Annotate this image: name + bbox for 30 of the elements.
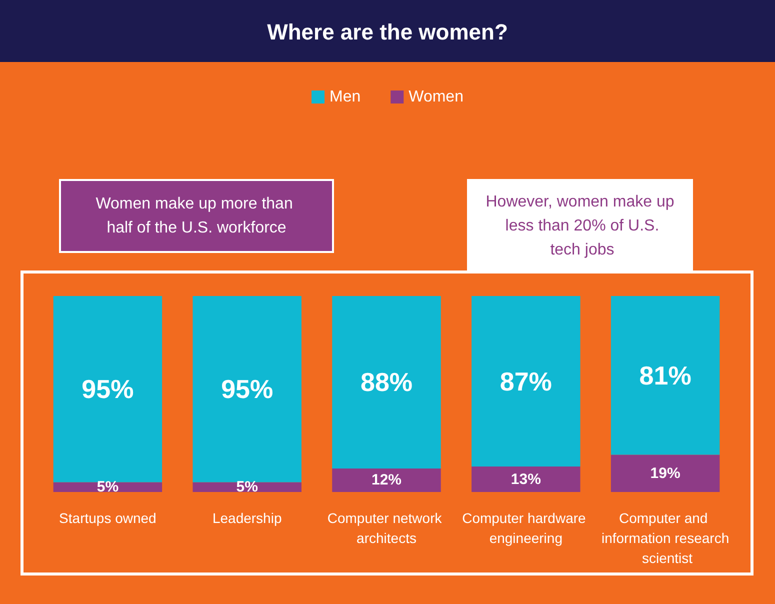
bar — [610, 454, 720, 492]
bar — [472, 466, 580, 492]
text: However, women make up less than 20% of U.S. tech jobs — [486, 194, 674, 258]
data-label: 95% — [221, 374, 274, 404]
bar — [332, 468, 441, 492]
bar — [332, 296, 441, 468]
x-tick-label: Computer network architects — [327, 510, 446, 546]
data-label: 5% — [96, 478, 119, 496]
legend-label: Men — [330, 88, 361, 106]
data-label: 95% — [82, 374, 134, 404]
x-tick-label: Leadership — [212, 510, 282, 526]
data-label: 88% — [360, 367, 413, 398]
data-label: 12% — [371, 472, 402, 489]
bar — [192, 296, 302, 482]
legend-label: Women — [408, 88, 464, 106]
chart-title: Where are the women? — [267, 20, 508, 44]
data-label: 81% — [639, 360, 692, 390]
bar — [610, 296, 720, 455]
bar — [472, 296, 580, 467]
bar — [53, 482, 162, 492]
data-label: 87% — [500, 366, 552, 396]
data-label: 19% — [650, 464, 680, 482]
data-label: 13% — [510, 470, 541, 488]
text: Women make up more than half of the U.S. workforce — [96, 196, 298, 236]
x-tick-label: Computer and information research scientist — [601, 510, 730, 566]
x-tick-label: Computer hardware engineering — [462, 510, 590, 546]
bar — [192, 482, 302, 492]
data-label: 5% — [236, 478, 258, 496]
bar — [53, 296, 162, 482]
x-tick-label: Startups owned — [59, 510, 156, 526]
